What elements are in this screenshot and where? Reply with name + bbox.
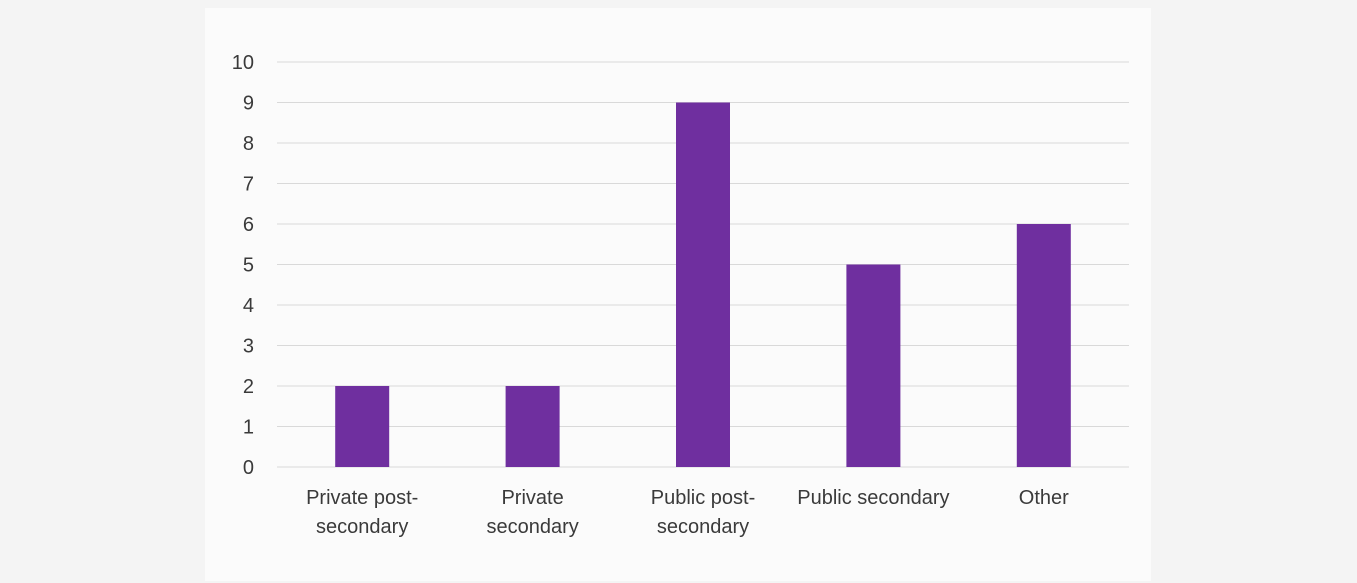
x-category-label-line: Private bbox=[501, 487, 563, 509]
x-category-label-line: secondary bbox=[657, 516, 749, 538]
y-tick-label: 8 bbox=[243, 133, 254, 155]
x-category-label-line: secondary bbox=[486, 516, 578, 538]
y-tick-label: 3 bbox=[243, 336, 254, 358]
bar-1 bbox=[505, 386, 560, 467]
x-category-label-line: Public post- bbox=[651, 487, 756, 509]
x-category-label-line: Private post- bbox=[306, 487, 418, 509]
bar-3 bbox=[846, 264, 901, 467]
y-tick-label: 10 bbox=[232, 52, 254, 74]
bars bbox=[335, 102, 1071, 467]
x-category-label-line: secondary bbox=[316, 516, 408, 538]
x-category-label: Public secondary bbox=[797, 487, 949, 509]
bar-2 bbox=[676, 102, 730, 467]
y-tick-label: 7 bbox=[243, 174, 254, 196]
y-axis-ticks: 0 1 2 3 4 5 6 7 8 9 10 bbox=[232, 52, 254, 479]
x-category-label-line: Other bbox=[1019, 487, 1069, 509]
bar-0 bbox=[335, 386, 390, 467]
x-category-label: Private secondary bbox=[486, 487, 578, 538]
y-tick-label: 2 bbox=[243, 376, 254, 398]
y-tick-label: 4 bbox=[243, 295, 254, 317]
bar-4 bbox=[1016, 224, 1071, 467]
x-category-label-line: Public secondary bbox=[797, 487, 949, 509]
y-tick-label: 1 bbox=[243, 417, 254, 439]
y-tick-label: 0 bbox=[243, 457, 254, 479]
y-tick-label: 6 bbox=[243, 214, 254, 236]
x-category-label: Private post-secondary bbox=[306, 487, 418, 538]
x-category-label: Public post-secondary bbox=[651, 487, 756, 538]
y-tick-label: 9 bbox=[243, 93, 254, 115]
x-category-label: Other bbox=[1019, 487, 1069, 509]
y-tick-label: 5 bbox=[243, 255, 254, 277]
